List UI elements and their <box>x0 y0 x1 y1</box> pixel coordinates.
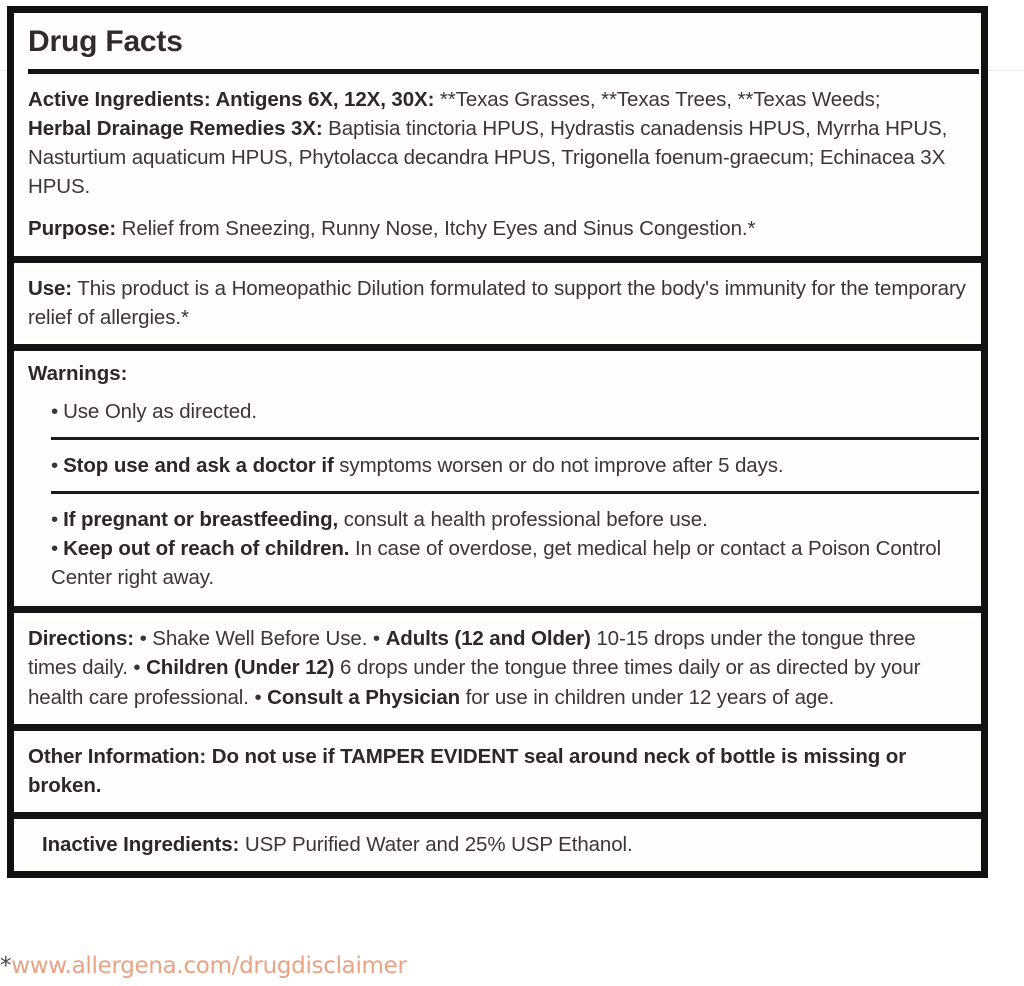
bullet-icon: • <box>51 399 59 423</box>
warnings-group-3: • If pregnant or breastfeeding, consult a… <box>28 494 967 592</box>
directions-adults-label: Adults (12 and Older) <box>385 627 591 651</box>
directions-part2: 10-15 drops under the tongue three times… <box>28 627 916 680</box>
warnings-heading: Warnings: <box>28 361 128 385</box>
section-separator <box>14 606 981 614</box>
inactive-ingredients-line: Inactive Ingredients: USP Purified Water… <box>42 830 967 859</box>
directions-children-label: Children (Under 12) <box>146 656 335 680</box>
directions-part4: for use in children under 12 years of ag… <box>460 685 835 709</box>
list-item: • Stop use and ask a doctor if symptoms w… <box>28 451 967 480</box>
directions-line: Directions: • Shake Well Before Use. • A… <box>28 624 967 711</box>
section-directions: Directions: • Shake Well Before Use. • A… <box>14 613 981 723</box>
section-separator <box>14 343 981 351</box>
bullet-icon: • <box>51 507 59 531</box>
inactive-ingredients-label: Inactive Ingredients: <box>42 832 240 856</box>
disclaimer: *www.allergena.com/drugdisclaimer <box>0 953 1024 979</box>
directions-part3: 6 drops under the tongue three times dai… <box>28 656 921 709</box>
herbal-remedies-label: Herbal Drainage Remedies 3X: <box>28 117 323 141</box>
list-item: • If pregnant or breastfeeding, consult a… <box>28 505 967 534</box>
title-rule <box>28 69 979 74</box>
other-information-label: Other Information: <box>28 744 207 768</box>
warning-text: consult a health professional before use… <box>338 507 708 531</box>
warning-bold: Stop use and ask a doctor if <box>63 453 334 477</box>
asterisk-marker: * <box>0 953 12 979</box>
drug-facts-panel: Drug Facts Active Ingredients: Antigens … <box>7 6 988 878</box>
warning-text: symptoms worsen or do not improve after … <box>333 453 784 477</box>
directions-consult-label: Consult a Physician <box>267 685 461 709</box>
use-text: This product is a Homeopathic Dilution f… <box>28 276 966 329</box>
drug-facts-inner: Drug Facts Active Ingredients: Antigens … <box>14 13 981 871</box>
directions-label: Directions: <box>28 627 134 651</box>
warning-text: Use Only as directed. <box>63 399 257 423</box>
section-separator <box>14 255 981 263</box>
herbal-remedies-line: Herbal Drainage Remedies 3X: Baptisia ti… <box>28 114 967 201</box>
use-label: Use: <box>28 276 73 300</box>
use-line: Use: This product is a Homeopathic Dilut… <box>28 274 967 332</box>
herbal-remedies-text: Baptisia tinctoria HPUS, Hydrastis canad… <box>28 117 948 199</box>
section-use: Use: This product is a Homeopathic Dilut… <box>14 263 981 344</box>
directions-part1: • Shake Well Before Use. • <box>133 627 386 651</box>
warnings-divider <box>51 490 979 494</box>
spacer <box>28 201 967 214</box>
warning-bold: If pregnant or breastfeeding, <box>63 507 339 531</box>
purpose-text: Relief from Sneezing, Runny Nose, Itchy … <box>116 217 756 241</box>
inactive-ingredients-text: USP Purified Water and 25% USP Ethanol. <box>239 832 633 856</box>
section-warnings: Warnings: • Use Only as directed. • Stop u… <box>14 351 981 607</box>
warning-bold: Keep out of reach of children. <box>63 537 350 561</box>
other-information-text: Do not use if TAMPER EVIDENT seal around… <box>28 744 907 797</box>
section-inactive-ingredients: Inactive Ingredients: USP Purified Water… <box>14 819 981 871</box>
section-other-information: Other Information: Do not use if TAMPER … <box>14 731 981 812</box>
purpose-line: Purpose: Relief from Sneezing, Runny Nos… <box>28 214 967 243</box>
warnings-group-1: • Use Only as directed. <box>28 397 967 426</box>
bullet-icon: • <box>51 453 59 477</box>
warnings-group-2: • Stop use and ask a doctor if symptoms w… <box>28 440 967 480</box>
section-ingredients: Active Ingredients: Antigens 6X, 12X, 30… <box>14 74 981 256</box>
active-ingredients-line: Active Ingredients: Antigens 6X, 12X, 30… <box>28 85 967 114</box>
title-block: Drug Facts <box>14 13 981 74</box>
disclaimer-url[interactable]: www.allergena.com/drugdisclaimer <box>11 953 407 979</box>
active-ingredients-text: **Texas Grasses, **Texas Trees, **Texas … <box>434 88 881 111</box>
section-separator <box>14 723 981 731</box>
list-item: • Keep out of reach of children. In case … <box>28 534 967 592</box>
section-separator <box>14 811 981 819</box>
warnings-divider <box>51 436 979 440</box>
bullet-icon: • <box>51 537 59 561</box>
warning-text: In case of overdose, get medical help or… <box>51 537 942 590</box>
purpose-label: Purpose: <box>28 217 117 241</box>
list-item: • Use Only as directed. <box>28 397 967 426</box>
active-ingredients-label: Active Ingredients: Antigens 6X, 12X, 30… <box>28 88 435 111</box>
page-title: Drug Facts <box>28 25 183 58</box>
other-information-line: Other Information: Do not use if TAMPER … <box>28 742 967 800</box>
